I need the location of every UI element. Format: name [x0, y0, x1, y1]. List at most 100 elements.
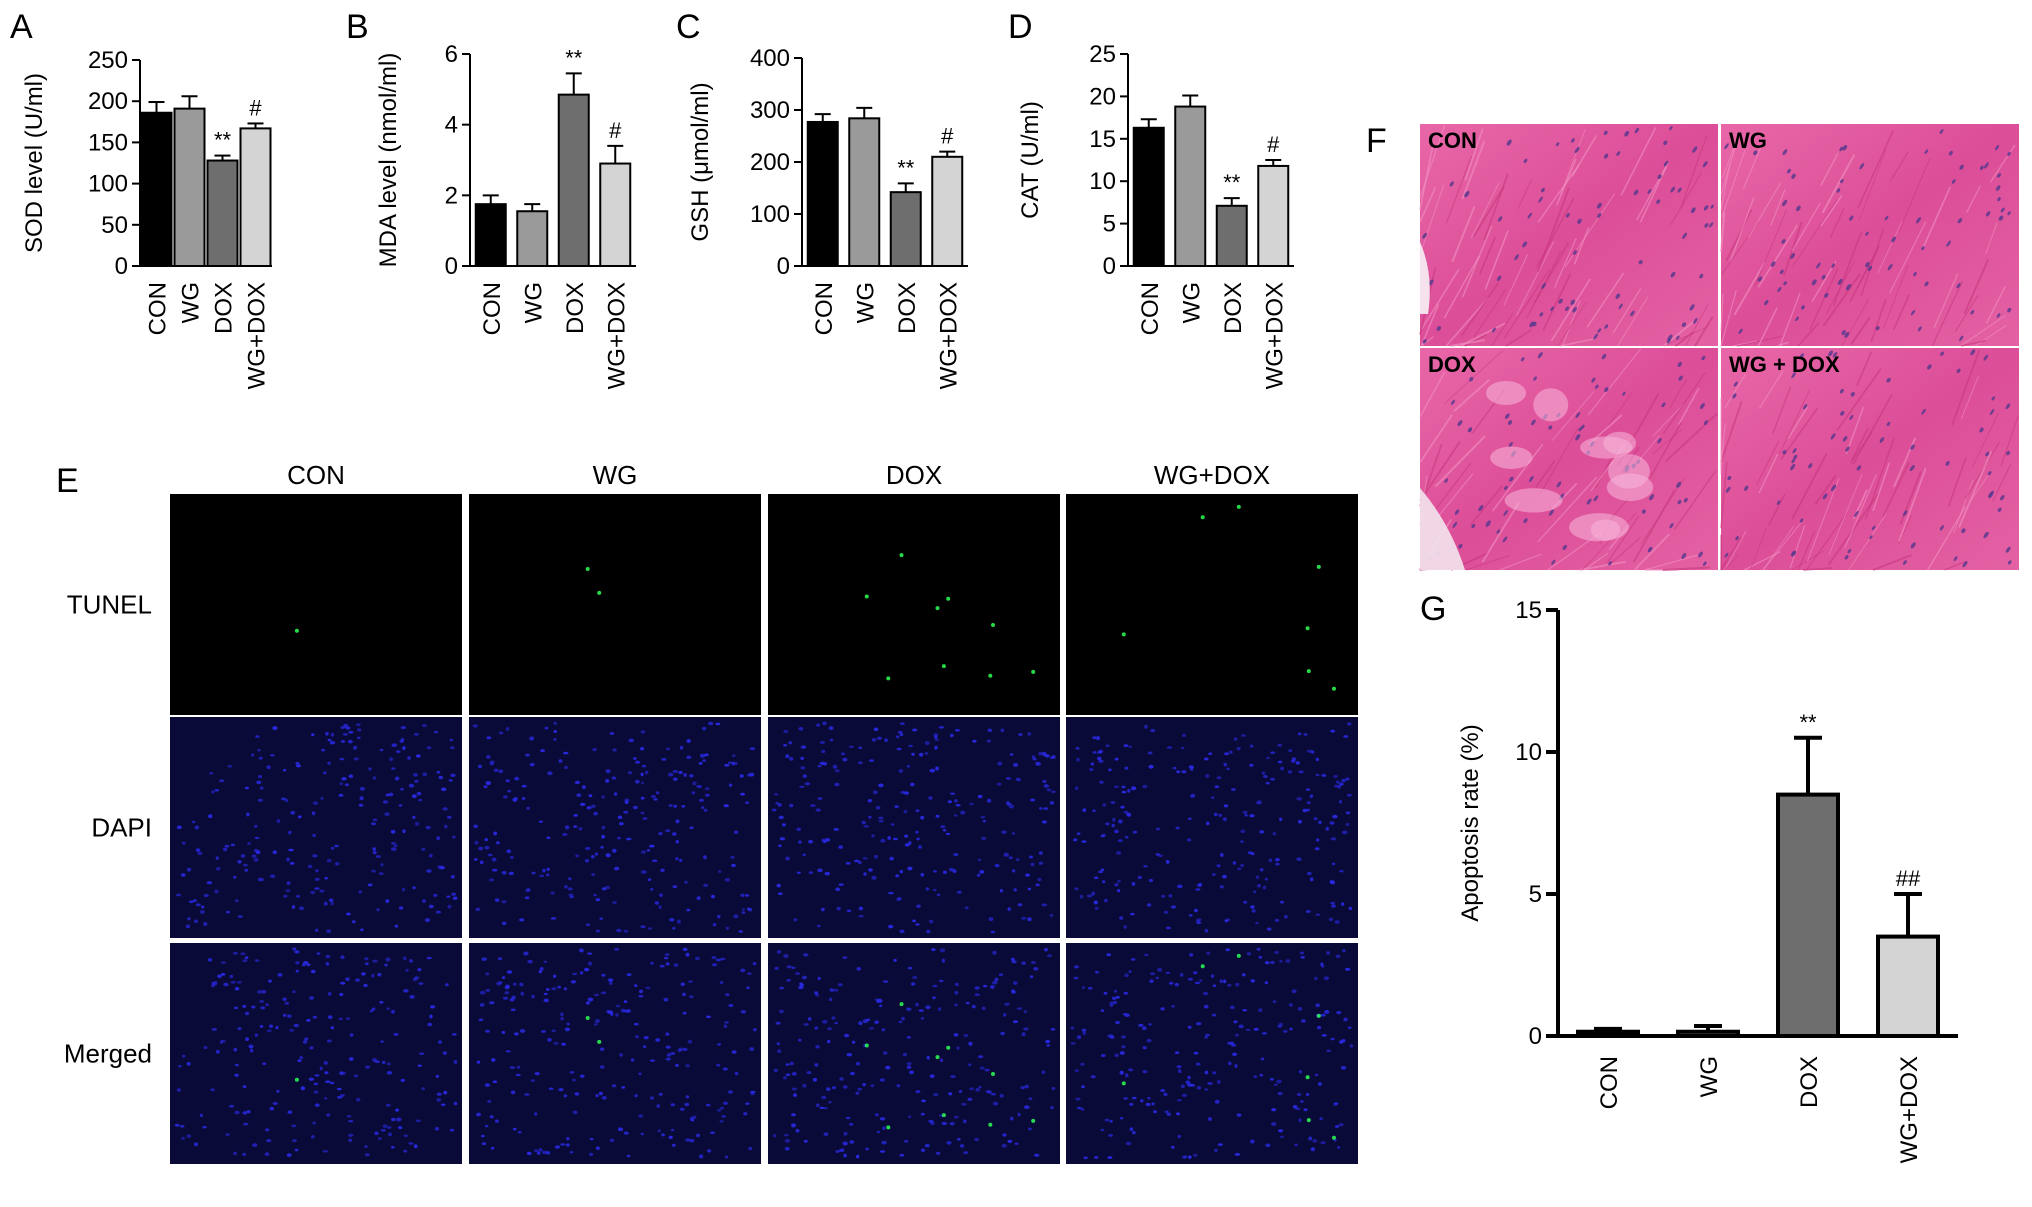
- category-label-wg-plus-dox: WG+DOX: [935, 282, 962, 389]
- category-label-wg: WG: [520, 282, 547, 323]
- y-tick-label: 50: [101, 212, 128, 239]
- significance-dox: **: [1223, 170, 1241, 195]
- y-tick-label: 300: [750, 97, 790, 124]
- micrograph-background: [768, 717, 1060, 938]
- row-label-dapi: DAPI: [91, 813, 152, 843]
- micrograph-background: [768, 943, 1060, 1164]
- bar-wg: [1676, 1029, 1740, 1038]
- column-header-con: CON: [287, 460, 345, 490]
- he-background: [1721, 124, 2019, 346]
- tunel-dapi-image-grid: CON WG DOX WG+DOX TUNEL DAPI Merged: [64, 460, 1358, 1164]
- bar-wg-plus-dox: [239, 127, 272, 267]
- chart-gsh: 0 100 200 300 400 GSH (μmol/ml) CON WG ** DOX # WG+…: [687, 45, 968, 389]
- micrograph-background: [170, 717, 462, 938]
- panel-letter-g: G: [1420, 590, 1446, 628]
- micrograph-dapi-con: [170, 717, 462, 938]
- bar-dox: [889, 191, 922, 267]
- bar-wg: [1174, 105, 1207, 267]
- bar-dox: [1215, 204, 1248, 268]
- micrograph-tunel-dox: [768, 494, 1060, 715]
- category-label-wg-plus-dox: WG+DOX: [244, 282, 271, 389]
- category-label-dox: DOX: [211, 282, 238, 334]
- y-tick-label: 100: [750, 201, 790, 228]
- bar-con: [140, 111, 173, 268]
- bar-wg-plus-dox: [931, 155, 964, 267]
- y-tick-label: 10: [1089, 168, 1116, 195]
- he-label-wg-plus-dox: WG + DOX: [1729, 352, 1840, 377]
- y-tick-label: 200: [88, 88, 128, 115]
- significance-wg-plus-dox: #: [609, 118, 622, 143]
- he-micrograph-wg: WG: [1720, 124, 2019, 347]
- chart-apoptosis-rate: 0 5 10 15 Apoptosis rate (%) CON WG ** DOX ## WG+D…: [1457, 597, 1958, 1163]
- y-tick-label: 6: [445, 41, 458, 68]
- y-tick-label: 5: [1529, 881, 1542, 908]
- he-label-dox: DOX: [1428, 352, 1476, 377]
- significance-dox: **: [897, 155, 915, 180]
- bar-con: [474, 203, 507, 268]
- bar-dox: [1776, 792, 1840, 1038]
- he-micrograph-con: CON: [1419, 124, 1718, 347]
- panel-letter-e: E: [56, 462, 79, 500]
- he-label-con: CON: [1428, 128, 1477, 153]
- significance-dox: **: [214, 128, 232, 153]
- significance-wg-plus-dox: ##: [1896, 866, 1921, 891]
- micrograph-background: [170, 943, 462, 1164]
- micrograph-merged-con: [170, 943, 462, 1164]
- chart-cat: 0 5 10 15 20 25 CAT (U/ml) CON WG ** DOX # WG+DOX: [1017, 41, 1294, 389]
- y-tick-label: 2: [445, 182, 458, 209]
- panel-letter-c: C: [676, 8, 701, 46]
- micrograph-background: [1066, 494, 1358, 715]
- row-label-merged: Merged: [64, 1039, 152, 1069]
- category-label-wg-plus-dox: WG+DOX: [603, 282, 630, 389]
- y-tick-label: 250: [88, 47, 128, 74]
- y-axis-label: Apoptosis rate (%): [1457, 724, 1484, 921]
- bar-con: [806, 120, 839, 267]
- bar-con: [1132, 126, 1165, 267]
- panel-letter-b: B: [346, 8, 369, 46]
- y-tick-label: 0: [1103, 253, 1116, 280]
- significance-dox: **: [565, 45, 583, 70]
- category-label-con: CON: [479, 282, 506, 335]
- bar-wg-plus-dox: [599, 162, 632, 268]
- y-tick-label: 5: [1103, 211, 1116, 238]
- y-axis-label: SOD level (U/ml): [21, 73, 48, 253]
- chart-mda-level: 0 2 4 6 MDA level (nmol/ml) CON WG ** DOX # WG+DOX: [375, 41, 636, 389]
- row-label-tunel: TUNEL: [67, 590, 152, 620]
- bar-wg-plus-dox: [1257, 164, 1290, 268]
- he-micrograph-wg-plus-dox: WG + DOX: [1720, 348, 2019, 571]
- micrograph-dapi-dox: [768, 717, 1060, 938]
- significance-wg-plus-dox: #: [1267, 132, 1280, 157]
- bar-wg-plus-dox: [1876, 934, 1940, 1038]
- micrograph-background: [469, 717, 761, 938]
- bar-wg: [848, 117, 881, 267]
- bar-con: [1576, 1029, 1640, 1038]
- y-tick-label: 150: [88, 129, 128, 156]
- significance-wg-plus-dox: #: [249, 95, 262, 120]
- panel-letter-d: D: [1008, 8, 1033, 46]
- he-label-wg: WG: [1729, 128, 1767, 153]
- y-axis-label: MDA level (nmol/ml): [375, 53, 402, 268]
- he-micrograph-dox: DOX: [1419, 348, 1718, 571]
- category-label-wg-plus-dox: WG+DOX: [1896, 1056, 1923, 1163]
- category-label-wg: WG: [1696, 1056, 1723, 1097]
- y-tick-label: 0: [777, 253, 790, 280]
- y-axis-label: CAT (U/ml): [1017, 101, 1044, 219]
- bar-dox: [206, 159, 239, 267]
- bar-wg: [173, 107, 206, 267]
- y-tick-label: 400: [750, 45, 790, 72]
- column-header-dox: DOX: [886, 460, 942, 490]
- y-tick-label: 25: [1089, 41, 1116, 68]
- y-tick-label: 20: [1089, 83, 1116, 110]
- category-label-dox: DOX: [562, 282, 589, 334]
- category-label-wg: WG: [178, 282, 205, 323]
- category-label-con: CON: [1137, 282, 1164, 335]
- category-label-wg-plus-dox: WG+DOX: [1261, 282, 1288, 389]
- he-stain-image-grid: CON WG DOX WG + DOX: [1419, 124, 2019, 571]
- micrograph-background: [768, 494, 1060, 715]
- bar-wg: [516, 210, 549, 268]
- category-label-con: CON: [1596, 1056, 1623, 1109]
- category-label-dox: DOX: [894, 282, 921, 334]
- y-tick-label: 200: [750, 149, 790, 176]
- he-background: [1420, 348, 1718, 570]
